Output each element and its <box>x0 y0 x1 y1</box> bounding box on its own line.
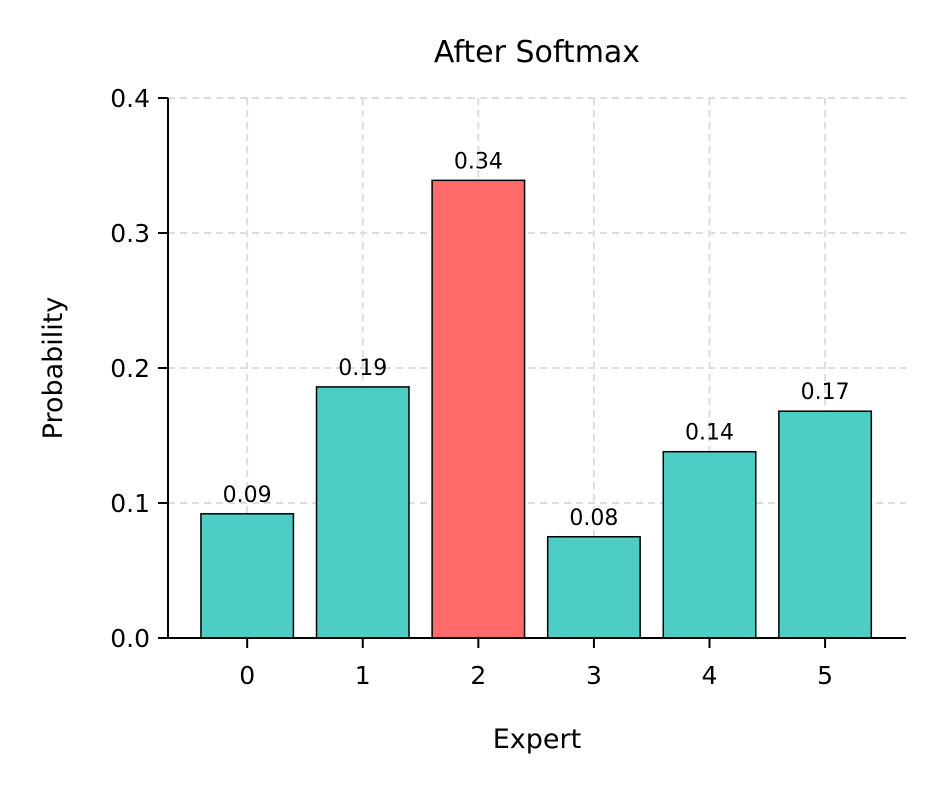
bar-expert-5 <box>778 410 873 639</box>
bar-expert-0 <box>200 513 295 639</box>
y-tick-label: 0.1 <box>110 489 150 518</box>
bar-expert-1 <box>315 386 410 639</box>
x-axis-label: Expert <box>493 724 581 755</box>
data-label: 0.09 <box>223 483 272 508</box>
bar-expert-4 <box>662 450 757 639</box>
data-label: 0.34 <box>454 149 503 174</box>
y-tick-label: 0.3 <box>110 219 150 248</box>
data-label: 0.14 <box>685 421 734 446</box>
x-tick-label: 2 <box>470 661 486 690</box>
x-tick-label: 0 <box>239 661 255 690</box>
x-tick-label: 5 <box>817 661 833 690</box>
data-label: 0.19 <box>338 356 387 381</box>
data-label: 0.08 <box>569 506 618 531</box>
data-labels: 0.09 0.19 0.34 0.08 0.14 0.17 <box>223 149 850 530</box>
y-tick-label: 0.0 <box>110 624 150 653</box>
x-tick-label: 4 <box>702 661 718 690</box>
x-ticks: 0 1 2 3 4 5 <box>239 638 833 690</box>
bar-expert-2 <box>431 179 526 639</box>
data-label: 0.17 <box>801 380 850 405</box>
x-tick-label: 1 <box>355 661 371 690</box>
bar-expert-3 <box>546 536 641 639</box>
chart-title: After Softmax <box>434 35 640 70</box>
y-tick-label: 0.4 <box>110 84 150 113</box>
y-ticks: 0.0 0.1 0.2 0.3 0.4 <box>110 84 168 653</box>
y-tick-label: 0.2 <box>110 354 150 383</box>
x-tick-label: 3 <box>586 661 602 690</box>
y-axis-label: Probability <box>38 297 69 440</box>
bars <box>200 179 873 639</box>
